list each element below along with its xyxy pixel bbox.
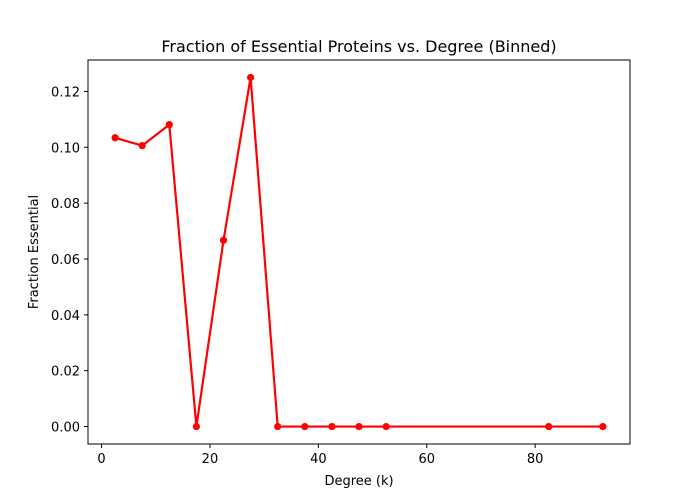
series-group [111,73,607,431]
plot-area-frame [87,59,631,445]
data-point [247,73,255,82]
x-axis-ticks: 0 20 40 60 80 [97,444,543,467]
chart-title: Fraction of Essential Proteins vs. Degre… [161,37,556,56]
data-point [165,121,173,129]
y-tick-label: 0.10 [51,141,80,156]
data-point [274,422,282,431]
y-tick-label: 0.06 [51,253,80,268]
x-tick-label: 60 [418,452,435,467]
data-point [328,422,336,431]
data-point [111,134,119,142]
x-tick-label: 40 [310,452,327,467]
data-point [355,422,363,431]
y-tick-label: 0.12 [51,85,80,100]
x-axis-label: Degree (k) [324,474,393,489]
y-tick-label: 0.02 [51,365,80,380]
y-axis-ticks: 0.00 0.02 0.04 0.06 0.08 0.10 0.12 [51,85,88,436]
data-point [382,422,390,431]
data-point [192,422,200,431]
data-point [219,236,228,244]
y-axis-label: Fraction Essential [27,195,42,309]
y-tick-label: 0.08 [51,197,80,212]
y-tick-label: 0.04 [51,309,80,324]
data-point [301,422,309,431]
y-tick-label: 0.00 [51,421,80,436]
data-point [599,422,607,431]
series-line [114,76,603,428]
x-tick-label: 20 [202,452,219,467]
x-tick-label: 0 [97,452,105,467]
x-tick-label: 80 [527,452,544,467]
data-point [545,422,553,431]
data-point [138,141,146,150]
